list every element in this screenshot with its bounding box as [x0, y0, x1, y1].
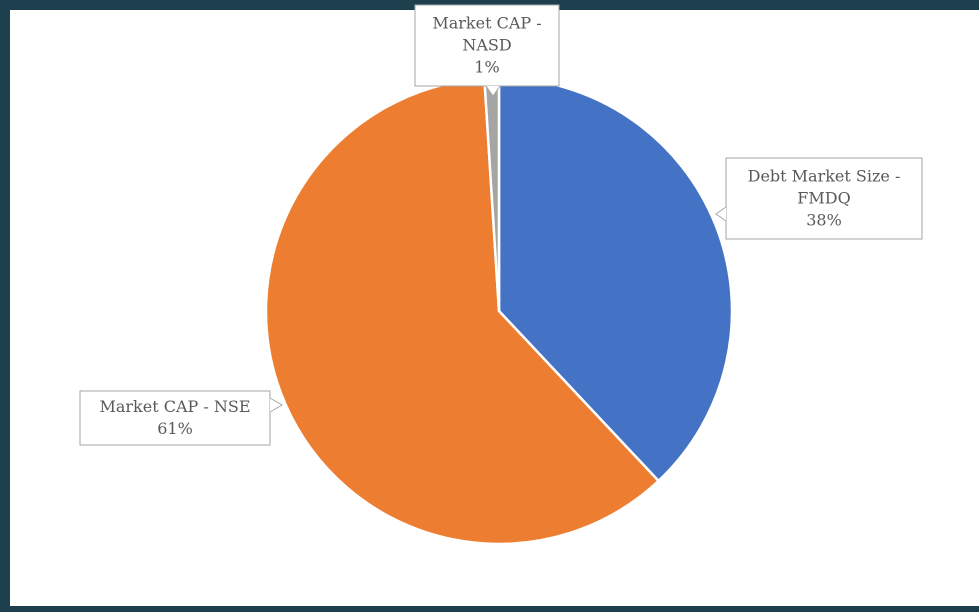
data-label-0: Debt Market Size - FMDQ 38% [715, 157, 923, 240]
pie-slice-1 [264, 77, 660, 546]
slice-name-label: FMDQ [797, 189, 850, 208]
pie-slice-0 [497, 76, 734, 483]
callout-box [725, 157, 923, 240]
slice-percent-label: 61% [157, 419, 193, 438]
data-label-callouts: Debt Market Size - FMDQ 38% Market CAP - NS… [79, 4, 923, 446]
slice-name-label: Market CAP - NSE [99, 397, 250, 416]
pie-slices [264, 76, 734, 546]
slice-percent-label: 1% [474, 58, 499, 77]
slice-name-label: NASD [462, 36, 511, 55]
slice-name-label: Debt Market Size - [748, 167, 901, 186]
callout-box [414, 4, 560, 87]
callout-pointer [485, 85, 501, 97]
data-label-1: Market CAP - NSE 61% [79, 390, 283, 446]
slice-name-label: Market CAP - [432, 14, 541, 33]
callout-pointer [715, 206, 727, 222]
callout-box [79, 390, 271, 446]
slice-percent-label: 38% [806, 211, 842, 230]
data-label-2: Market CAP - NASD 1% [414, 4, 560, 97]
callout-pointer [269, 397, 283, 413]
